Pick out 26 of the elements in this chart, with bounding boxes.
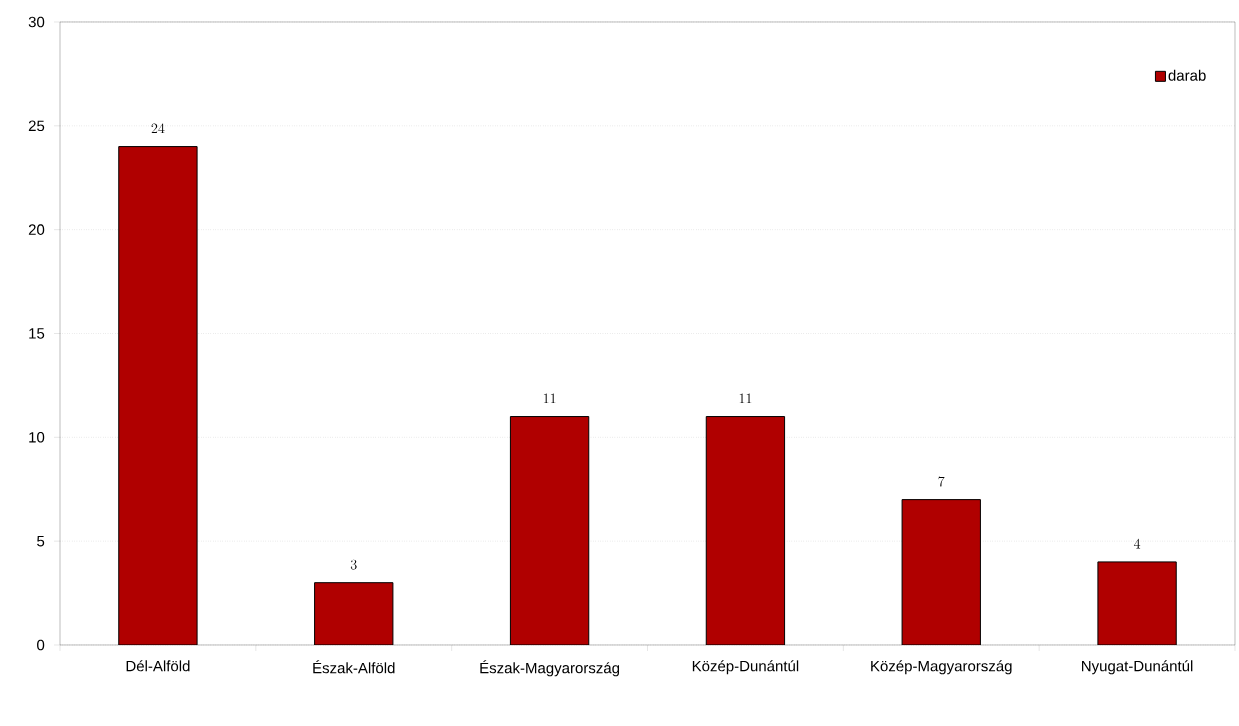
bar [705,416,786,645]
y-tick-label: 15 [29,328,45,339]
bar [118,146,198,645]
legend-label: darab [1168,69,1206,81]
bar [901,499,981,645]
x-tick-label: Dél-Alföld [126,660,190,672]
x-tick-label: Nyugat-Dunántúl [1082,660,1193,675]
y-tick-label: 5 [37,535,45,547]
data-label: 3 [350,559,357,570]
data-label: 11 [739,393,752,404]
data-label: 24 [151,123,165,134]
data-label: 4 [1133,538,1141,549]
data-label: 11 [543,393,556,404]
bar [509,416,590,645]
data-label: 7 [938,476,945,487]
y-tick-label: 10 [29,432,45,443]
y-tick-label: 30 [28,16,45,28]
x-tick-label: Észak-Magyarország [480,660,620,677]
y-tick-label: 0 [37,639,45,651]
x-tick-label: Közép-Dunántúl [692,660,799,675]
bar [314,582,394,645]
y-tick-label: 25 [28,120,45,132]
bar [1097,561,1177,645]
y-tick-label: 20 [28,224,45,235]
x-tick-label: Közép-Magyarország [871,660,1012,675]
x-tick-label: Észak-Alföld [313,660,395,674]
